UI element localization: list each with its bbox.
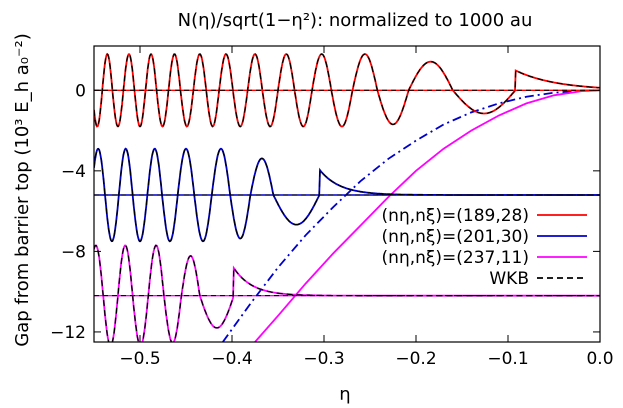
plot-area	[94, 52, 600, 342]
barrier-curve	[254, 89, 600, 342]
legend-label: (nη,nξ)=(201,30)	[382, 227, 529, 247]
x-tick-label: −0.5	[119, 349, 160, 369]
legend-label: (nη,nξ)=(189,28)	[382, 206, 529, 226]
legend-label: (nη,nξ)=(237,11)	[382, 248, 529, 268]
barrier-curve	[222, 89, 600, 342]
y-tick-label: −12	[50, 323, 86, 343]
axis-ticks: −0.5 −0.4 −0.3 −0.2 −0.1 0.0 0 −4 −8 −12	[50, 46, 614, 369]
y-axis-label: Gap from barrier top (10³ E_h a₀⁻²)	[12, 33, 33, 346]
y-tick-label: −4	[61, 162, 86, 182]
wkb-line	[94, 147, 600, 243]
x-tick-label: −0.4	[211, 349, 252, 369]
x-tick-label: −0.2	[395, 349, 436, 369]
legend-label: WKB	[489, 269, 529, 289]
y-tick-label: −8	[61, 242, 86, 262]
chart-title: N(η)/sqrt(1−η²): normalized to 1000 au	[178, 10, 533, 31]
x-axis-label: η	[339, 384, 350, 405]
y-tick-label: 0	[75, 81, 86, 101]
x-tick-label: 0.0	[586, 349, 613, 369]
x-tick-label: −0.3	[303, 349, 344, 369]
wkb-line	[94, 53, 600, 128]
legend: (nη,nξ)=(189,28)(nη,nξ)=(201,30)(nη,nξ)=…	[382, 206, 587, 289]
plot-frame	[93, 45, 601, 343]
x-tick-label: −0.1	[487, 349, 528, 369]
wkb-line	[94, 244, 600, 342]
